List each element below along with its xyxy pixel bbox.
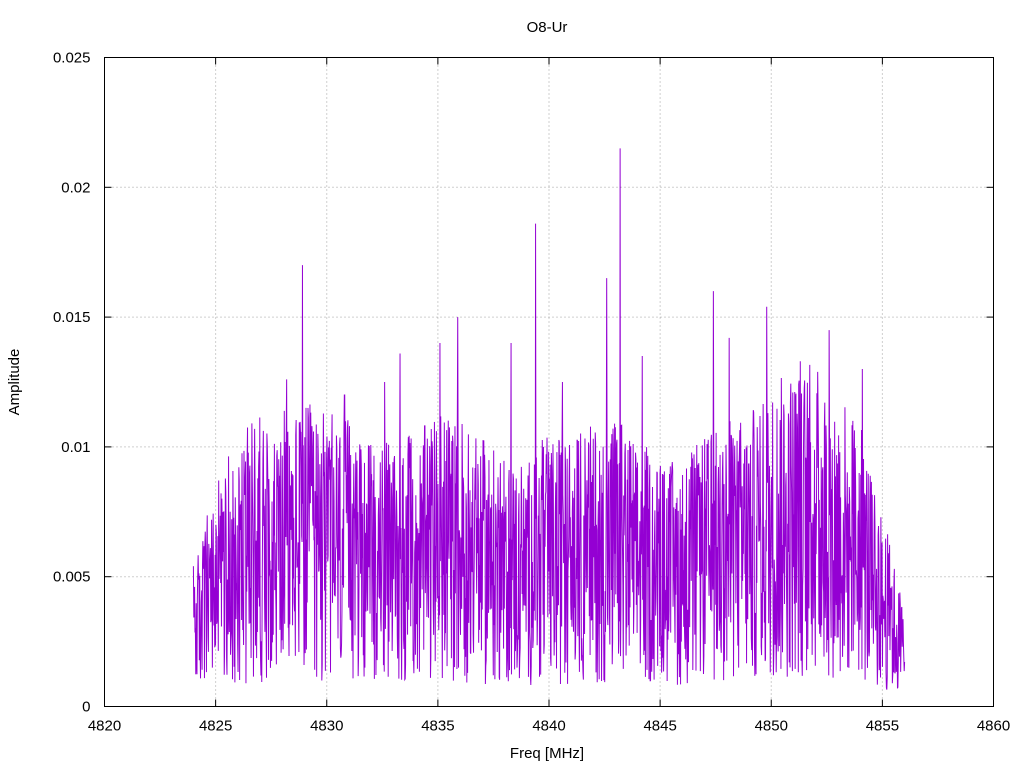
x-axis-label: Freq [MHz] — [510, 745, 584, 762]
x-tick-labels: 4820 4825 4830 4835 4840 4845 4850 4855 4860 — [88, 718, 1010, 735]
y-tick-label: 0.015 — [53, 309, 91, 326]
chart-title: O8-Ur — [527, 19, 568, 36]
x-tick-label: 4820 — [88, 718, 121, 735]
grid — [104, 57, 994, 707]
x-tick-label: 4840 — [532, 718, 565, 735]
x-tick-label: 4825 — [199, 718, 232, 735]
series-line — [192, 148, 906, 690]
x-tick-label: 4860 — [977, 718, 1010, 735]
y-tick-label: 0.02 — [61, 179, 90, 196]
y-tick-labels: 0 0.005 0.01 0.015 0.02 0.025 — [53, 50, 91, 716]
y-axis-label: Amplitude — [6, 349, 23, 416]
x-tick-label: 4830 — [310, 718, 343, 735]
y-tick-label: 0 — [82, 699, 90, 716]
x-tick-label: 4850 — [755, 718, 788, 735]
x-tick-label: 4845 — [643, 718, 676, 735]
y-tick-label: 0.01 — [61, 439, 90, 456]
x-tick-label: 4835 — [421, 718, 454, 735]
x-tick-label: 4855 — [866, 718, 899, 735]
axis-ticks — [104, 57, 994, 707]
y-tick-label: 0.005 — [53, 569, 91, 586]
y-tick-label: 0.025 — [53, 50, 91, 67]
